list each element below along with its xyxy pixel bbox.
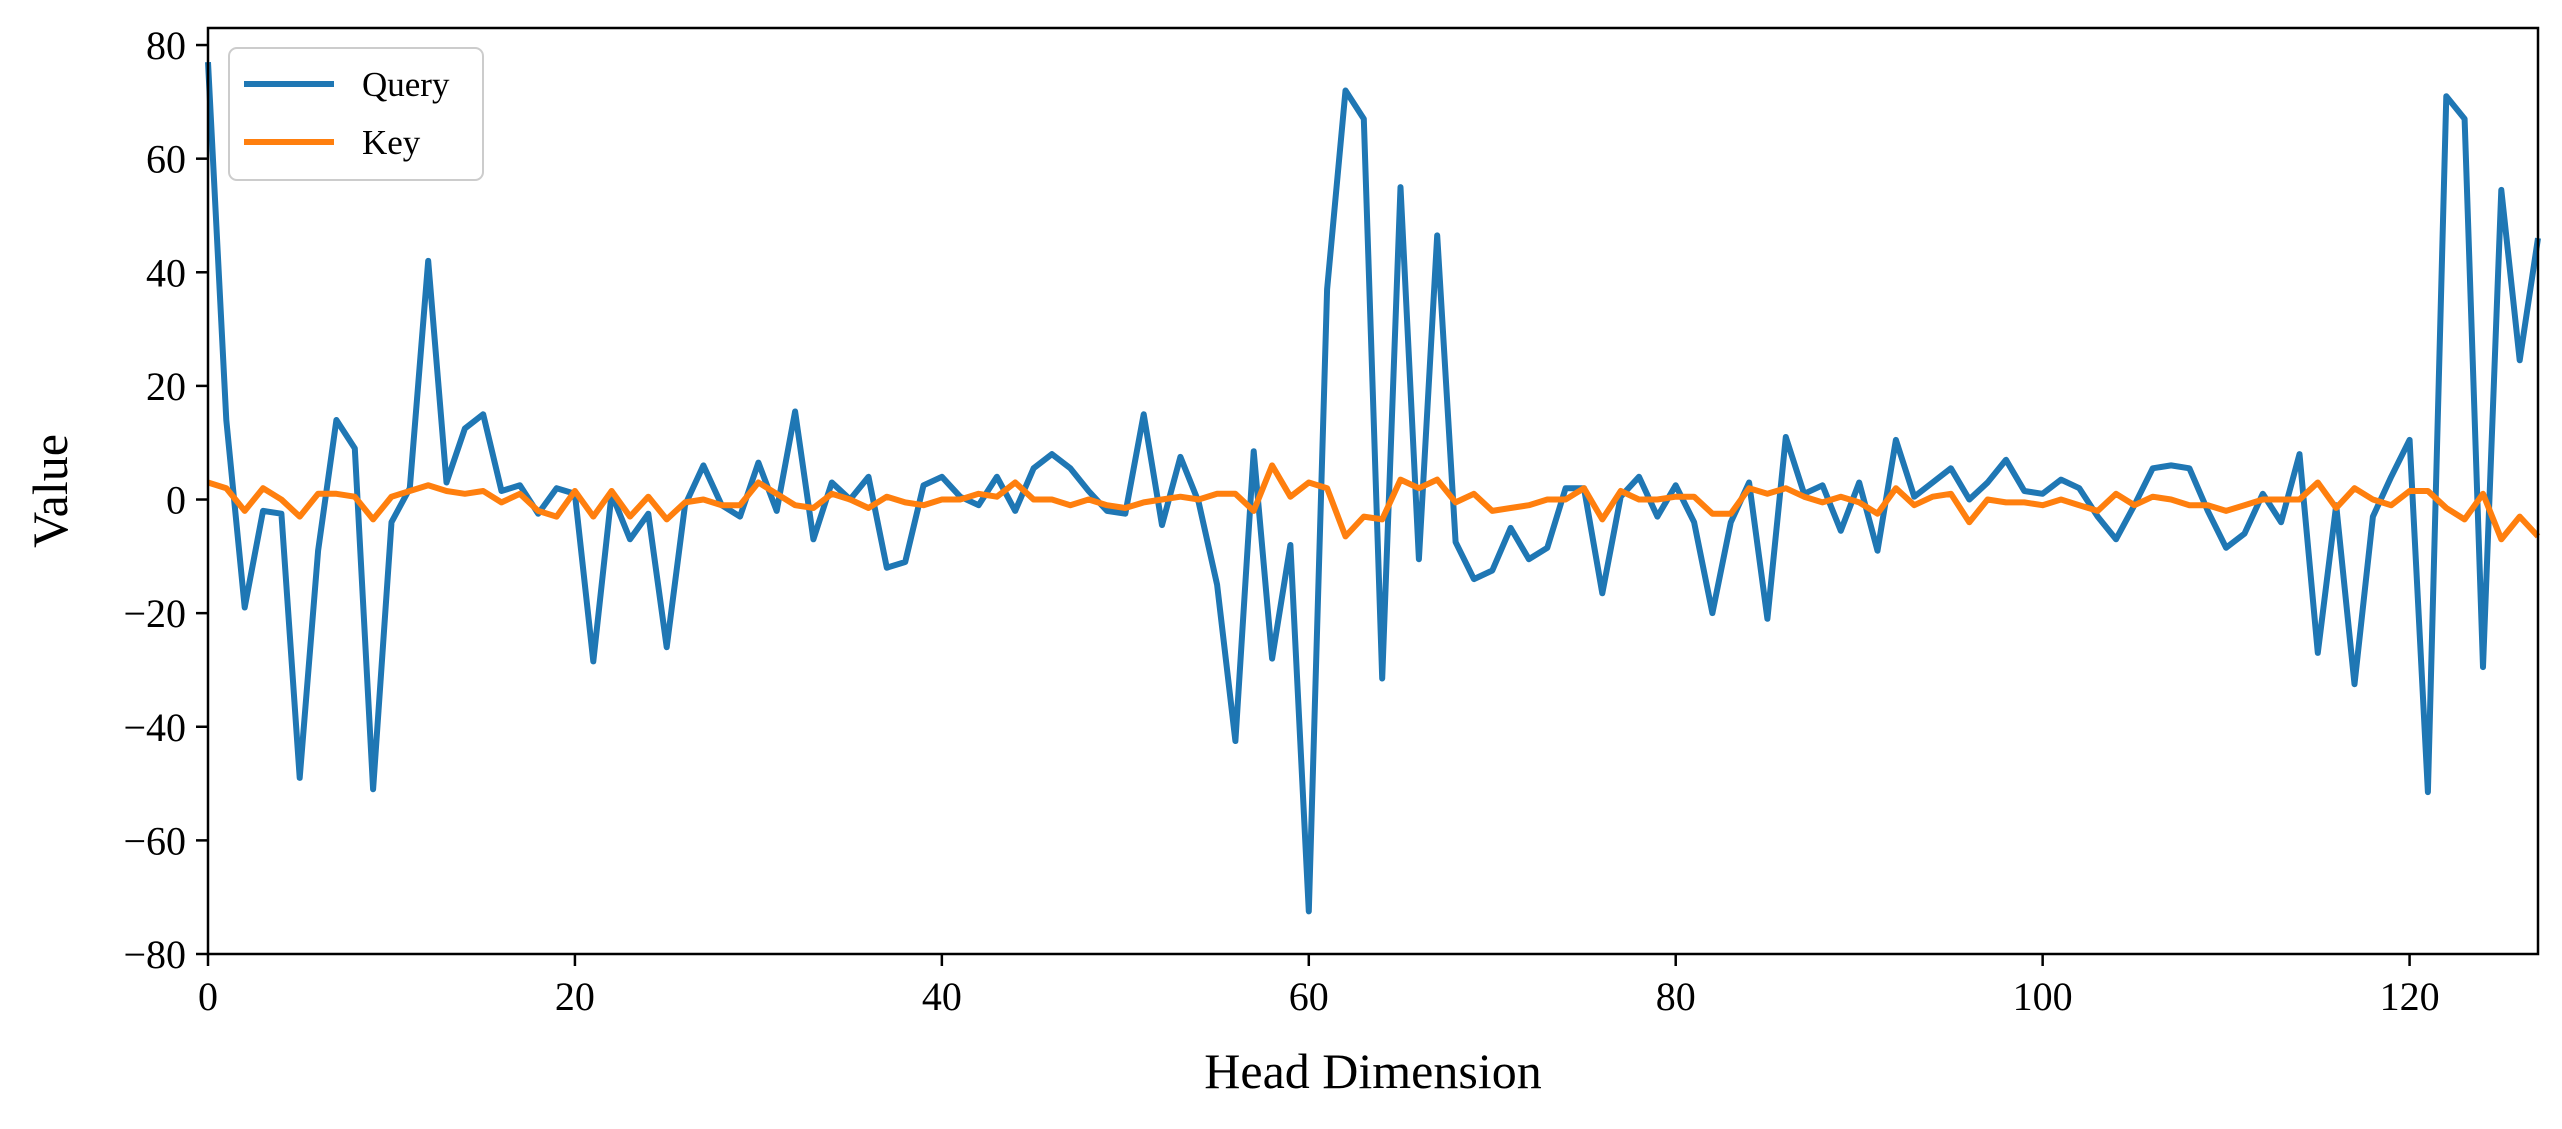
y-axis-label: Value: [22, 434, 78, 548]
y-tick-label: 20: [146, 364, 186, 409]
x-tick-label: 20: [555, 974, 595, 1019]
y-tick-label: −20: [123, 591, 186, 636]
y-tick-label: −60: [123, 818, 186, 863]
x-axis: 0 20 40 60 80 100 120: [198, 954, 2440, 1019]
x-tick-label: 40: [922, 974, 962, 1019]
y-tick-label: 60: [146, 137, 186, 182]
legend-label-key: Key: [362, 123, 421, 162]
x-tick-label: 60: [1289, 974, 1329, 1019]
y-tick-label: −80: [123, 932, 186, 977]
legend: Query Key: [228, 47, 484, 181]
y-tick-label: −40: [123, 705, 186, 750]
series-line-key: [207, 462, 2541, 543]
y-tick-label: 40: [146, 250, 186, 295]
x-tick-label: 120: [2380, 974, 2440, 1019]
y-tick-label: 0: [166, 478, 186, 523]
x-tick-label: 0: [198, 974, 218, 1019]
plot-frame: [206, 26, 2540, 956]
series-line-query: [205, 61, 2541, 915]
series-layer: [205, 61, 2541, 915]
x-tick-label: 80: [1656, 974, 1696, 1019]
y-tick-label: 80: [146, 23, 186, 68]
legend-label-query: Query: [362, 65, 450, 104]
x-tick-label: 100: [2013, 974, 2073, 1019]
x-axis-label: Head Dimension: [1204, 1043, 1541, 1099]
y-axis: −80 −60 −40 −20 0 20 40 60 80: [123, 23, 208, 977]
